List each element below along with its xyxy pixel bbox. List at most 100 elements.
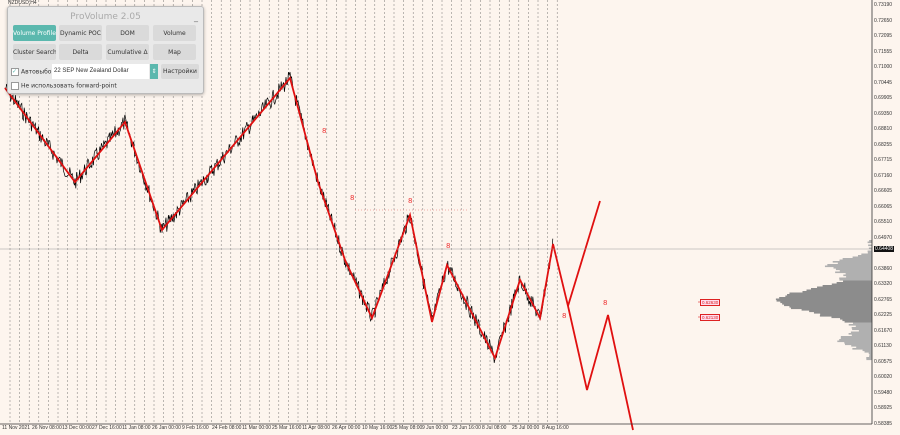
date-tick: 26 Nov 08:00 bbox=[32, 425, 62, 431]
forecast-branch bbox=[567, 200, 601, 307]
spinner-arrows-icon[interactable]: ⇕ bbox=[150, 64, 158, 79]
volume-profile-bar bbox=[776, 300, 872, 302]
volume-profile-bar bbox=[848, 324, 872, 326]
check-icon: ✓ bbox=[11, 68, 19, 76]
volume-profile-bar bbox=[844, 321, 872, 323]
price-tick: 0.69905 bbox=[874, 95, 893, 101]
volume-profile-bar bbox=[820, 313, 872, 316]
volume-profile-bar bbox=[832, 261, 872, 263]
date-tick: 25 Jul 00:00 bbox=[512, 425, 540, 431]
price-tick: 0.66065 bbox=[874, 203, 893, 210]
symbol-label: NZDUSD,H4 bbox=[8, 0, 37, 6]
settings-button[interactable]: Настройки bbox=[161, 64, 199, 79]
minimize-button[interactable]: _ bbox=[194, 13, 198, 22]
date-tick: 11 Nov 2021 bbox=[2, 425, 30, 431]
price-tick: 0.73190 bbox=[874, 2, 893, 8]
price-tick: 0.67160 bbox=[874, 172, 893, 179]
volume-profile-bar bbox=[831, 283, 872, 286]
volume-profile-bar bbox=[843, 274, 872, 277]
price-tick: 0.67715 bbox=[874, 157, 893, 163]
date-tick: 25 May 08:00 bbox=[392, 425, 423, 431]
volume-profile-bar bbox=[836, 282, 872, 284]
volume-profile-bar bbox=[780, 301, 872, 304]
volume-profile-bar bbox=[819, 315, 872, 317]
volume-profile-bar bbox=[869, 355, 872, 358]
price-tick: 0.72095 bbox=[874, 33, 893, 39]
volume-profile-bar bbox=[867, 252, 872, 254]
volume-profile-bar bbox=[861, 253, 872, 256]
panel-title: ProVolume 2.05 bbox=[70, 12, 141, 22]
delta-button[interactable]: Delta bbox=[59, 44, 102, 60]
volume-profile-bar bbox=[802, 291, 872, 293]
volume-profile-bar bbox=[842, 319, 872, 322]
volume-profile-bar bbox=[868, 352, 872, 355]
dynamic-poc-button[interactable]: Dynamic POC bbox=[59, 25, 102, 41]
price-tick: 0.64970 bbox=[874, 234, 893, 241]
price-tick: 0.69350 bbox=[874, 110, 893, 117]
volume-profile-bar bbox=[867, 250, 872, 253]
date-tick: 8 Aug 16:00 bbox=[542, 425, 569, 431]
volume-profile-bar bbox=[790, 307, 872, 310]
volume-profile-bar bbox=[843, 280, 872, 283]
volume-profile-bar bbox=[785, 295, 872, 298]
cluster-search-button[interactable]: Cluster Search bbox=[13, 44, 56, 60]
volume-profile-bar bbox=[839, 339, 872, 341]
current-price-tag: 0.64408 bbox=[874, 246, 895, 252]
cumulative-delta-button[interactable]: Cumulative Δ bbox=[106, 44, 149, 60]
price-tick: 0.58385 bbox=[874, 420, 893, 427]
price-tick: 0.63320 bbox=[874, 281, 893, 287]
volume-profile-bar bbox=[858, 330, 872, 332]
volume-profile-bar bbox=[840, 337, 872, 340]
price-tick: 0.65510 bbox=[874, 219, 893, 225]
volume-button[interactable]: Volume bbox=[153, 25, 196, 41]
price-tick: 0.68810 bbox=[874, 126, 893, 132]
volume-profile-bar bbox=[866, 358, 872, 361]
wave-label: 8 bbox=[562, 312, 567, 320]
date-tick: 11 Apr 08:00 bbox=[302, 425, 330, 431]
date-tick: 11 Mar 00:00 bbox=[242, 425, 272, 431]
volume-profile-bar bbox=[858, 255, 872, 257]
volume-profile-bar bbox=[824, 265, 872, 268]
price-tick: 0.66605 bbox=[874, 188, 893, 194]
instrument-select[interactable]: 22 SEP New Zealand Dollar bbox=[52, 64, 149, 79]
volume-profile-bar bbox=[822, 285, 872, 287]
volume-profile-bar bbox=[867, 241, 872, 244]
wave-label: 8 bbox=[603, 299, 608, 307]
volume-profile-bar bbox=[837, 340, 872, 343]
volume-profile-bar bbox=[806, 289, 872, 292]
wave-label: 8 bbox=[408, 197, 413, 205]
level-tag: 0.62630 bbox=[700, 299, 721, 306]
volume-profile-bar bbox=[787, 294, 872, 296]
date-tick: 27 Dec 16:00 bbox=[92, 425, 122, 431]
price-tick: 0.58925 bbox=[874, 405, 893, 411]
volume-profile-button[interactable]: Volume Profile bbox=[13, 25, 56, 41]
volume-profile-bar bbox=[869, 354, 872, 356]
price-tick: 0.59480 bbox=[874, 389, 893, 396]
volume-profile-bar bbox=[851, 334, 872, 337]
volume-profile-bar bbox=[848, 333, 872, 335]
price-tick: 0.71555 bbox=[874, 48, 893, 55]
volume-profile-bar bbox=[850, 331, 872, 334]
date-tick: 8 Jul 08:00 bbox=[482, 425, 507, 431]
map-button[interactable]: Map bbox=[153, 44, 196, 60]
volume-profile-bar bbox=[855, 325, 872, 328]
volume-profile-bar bbox=[811, 288, 872, 290]
volume-profile-bar bbox=[852, 322, 872, 325]
auto-select-checkbox[interactable]: ✓ Автовыбор bbox=[11, 68, 56, 76]
volume-profile-bar bbox=[839, 277, 872, 280]
volume-profile-bar bbox=[862, 349, 872, 352]
provolume-panel: ProVolume 2.05 _ Volume Profile Dynamic … bbox=[7, 6, 204, 94]
price-tick: 0.71000 bbox=[874, 64, 893, 70]
volume-profile-bar bbox=[801, 309, 872, 311]
date-tick: 23 Jun 16:00 bbox=[452, 425, 481, 431]
forward-point-checkbox[interactable]: Не использовать forward-point bbox=[11, 82, 117, 90]
volume-profile-bar bbox=[775, 298, 872, 301]
volume-profile-bar bbox=[851, 327, 872, 329]
dom-button[interactable]: DOM bbox=[106, 25, 149, 41]
date-tick: 11 Jan 08:00 bbox=[122, 425, 151, 431]
volume-profile-bar bbox=[789, 292, 872, 295]
wave-label: 8 bbox=[446, 242, 451, 250]
volume-profile-bar bbox=[817, 286, 872, 289]
volume-profile-bar bbox=[782, 303, 872, 305]
